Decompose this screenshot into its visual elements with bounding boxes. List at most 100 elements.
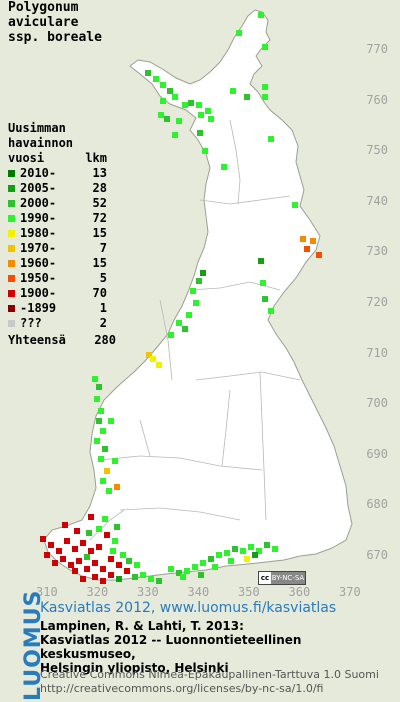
occurrence-square: [168, 332, 174, 338]
occurrence-square: [40, 536, 46, 542]
occurrence-square: [74, 528, 80, 534]
occurrence-square: [264, 542, 270, 548]
legend-swatch: [8, 170, 15, 177]
occurrence-square: [292, 202, 298, 208]
legend-count: 52: [92, 196, 107, 210]
occurrence-square: [268, 308, 274, 314]
occurrence-square: [186, 312, 192, 318]
northing-tick-label: 740: [366, 193, 388, 208]
occurrence-square: [196, 278, 202, 284]
legend-swatch: [8, 230, 15, 237]
occurrence-square: [190, 288, 196, 294]
occurrence-square: [112, 458, 118, 464]
occurrence-square: [100, 578, 106, 584]
occurrence-square: [260, 280, 266, 286]
northing-tick-label: 760: [366, 92, 388, 107]
legend-period: -1899: [20, 301, 57, 315]
occurrence-square: [98, 456, 104, 462]
occurrence-square: [110, 548, 116, 554]
occurrence-square: [258, 12, 264, 18]
occurrence-square: [172, 132, 178, 138]
easting-tick-label: 340: [187, 585, 210, 599]
license-url[interactable]: http://creativecommons.org/licenses/by-n…: [40, 682, 324, 695]
legend-count: 15: [92, 256, 107, 270]
citation-line-1: Lampinen, R. & Lahti, T. 2013:: [40, 619, 244, 633]
occurrence-square: [88, 548, 94, 554]
occurrence-square: [244, 94, 250, 100]
occurrence-square: [108, 556, 114, 562]
occurrence-square: [172, 94, 178, 100]
occurrence-square: [208, 556, 214, 562]
legend-count: 28: [92, 181, 107, 195]
legend-swatch: [8, 290, 15, 297]
occurrence-square: [212, 564, 218, 570]
occurrence-square: [208, 116, 214, 122]
occurrence-square: [205, 108, 211, 114]
legend-row: -1899 1: [8, 301, 116, 316]
occurrence-square: [262, 44, 268, 50]
northing-tick-label: 750: [366, 143, 388, 158]
title-line-3: ssp. boreale: [8, 30, 102, 45]
northing-tick-label: 770: [366, 42, 388, 56]
occurrence-square: [168, 566, 174, 572]
citation: Lampinen, R. & Lahti, T. 2013: Kasviatla…: [40, 619, 400, 675]
legend-heading-1: Uusimman: [8, 121, 66, 135]
occurrence-square: [108, 418, 114, 424]
northing-tick-label: 730: [366, 244, 388, 259]
occurrence-square: [176, 320, 182, 326]
legend-swatch: [8, 185, 15, 192]
occurrence-square: [228, 558, 234, 564]
cc-license-badge[interactable]: cc BY-NC-SA: [258, 571, 306, 585]
occurrence-square: [68, 562, 74, 568]
easting-tick-label: 350: [238, 585, 260, 599]
occurrence-square: [224, 550, 230, 556]
kasviatlas-link[interactable]: Kasviatlas 2012, www.luomus.fi/kasviatla…: [40, 600, 337, 616]
occurrence-square: [236, 30, 242, 36]
legend-swatch: [8, 305, 15, 312]
occurrence-square: [124, 568, 130, 574]
occurrence-square: [116, 562, 122, 568]
legend-col-count: lkm: [85, 151, 107, 165]
occurrence-square: [104, 532, 110, 538]
occurrence-square: [240, 548, 246, 554]
occurrence-square: [256, 548, 262, 554]
legend-period: 1970-: [20, 241, 57, 255]
occurrence-square: [116, 576, 122, 582]
occurrence-square: [80, 540, 86, 546]
occurrence-square: [102, 516, 108, 522]
occurrence-square: [188, 100, 194, 106]
occurrence-square: [84, 554, 90, 560]
occurrence-square: [156, 362, 162, 368]
legend-column-header: vuosi lkm: [8, 151, 116, 166]
occurrence-square: [164, 116, 170, 122]
occurrence-square: [167, 88, 173, 94]
license-text: Creative Commons Nimeä-Epäkaupallinen-Ta…: [40, 668, 379, 696]
legend-rows: 2010- 13 2005- 28 2000- 52 1990- 72 1980- 15 1970-…: [8, 166, 116, 331]
occurrence-square: [262, 94, 268, 100]
occurrence-square: [100, 428, 106, 434]
northing-tick-label: 680: [366, 497, 388, 512]
occurrence-square: [153, 76, 159, 82]
legend-row: 1970- 7: [8, 241, 116, 256]
occurrence-square: [100, 478, 106, 484]
occurrence-square: [272, 546, 278, 552]
cc-logo-icon: cc: [259, 572, 271, 584]
occurrence-square: [252, 552, 258, 558]
occurrence-square: [72, 546, 78, 552]
legend-swatch: [8, 320, 15, 327]
legend-swatch: [8, 200, 15, 207]
northing-tick-label: 670: [366, 548, 388, 562]
occurrence-square: [86, 530, 92, 536]
easting-tick-label: 310: [36, 585, 58, 599]
legend-swatch: [8, 245, 15, 252]
legend-heading-2: havainnon: [8, 136, 74, 150]
citation-line-3: Helsingin yliopisto, Helsinki: [40, 661, 229, 675]
legend-period: 1980-: [20, 226, 57, 240]
occurrence-square: [146, 352, 152, 358]
occurrence-square: [216, 552, 222, 558]
occurrence-square: [84, 566, 90, 572]
occurrence-square: [44, 552, 50, 558]
occurrence-square: [106, 488, 112, 494]
northing-tick-label: 690: [366, 446, 388, 461]
legend-period: 1990-: [20, 211, 57, 225]
